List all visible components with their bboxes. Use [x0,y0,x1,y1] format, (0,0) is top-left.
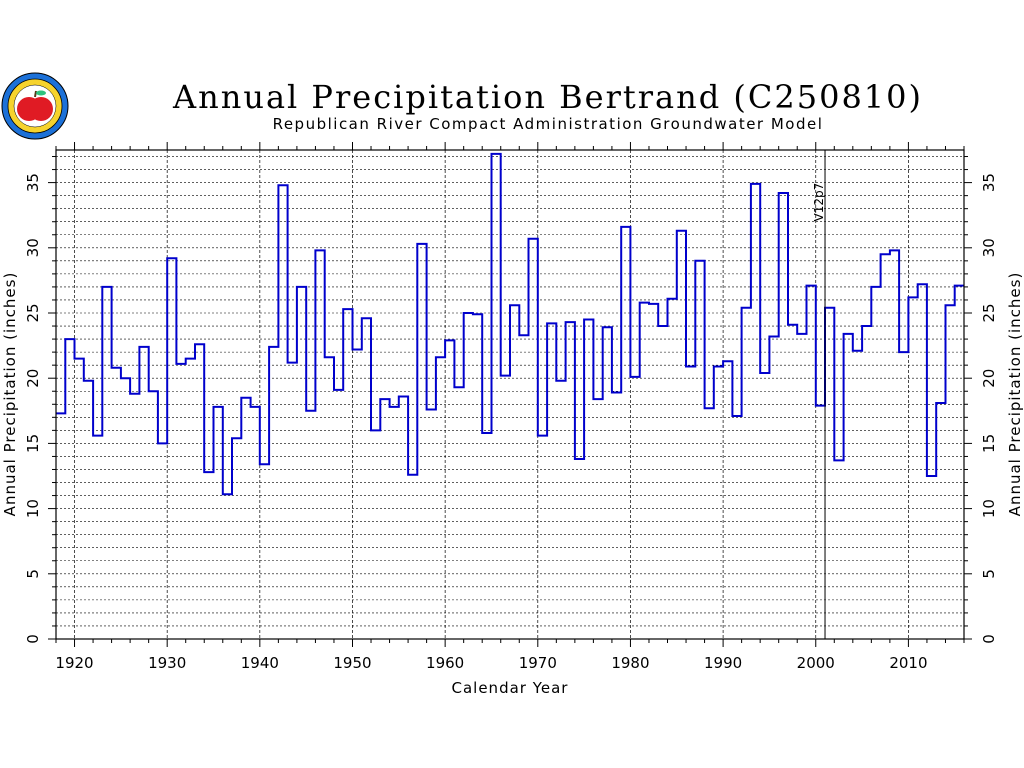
x-tick-label: 1980 [611,654,649,672]
x-tick-label: 2000 [797,654,835,672]
y-tick-label-left: 20 [24,369,42,388]
grid [56,150,964,639]
y-tick-label-left: 0 [24,634,42,644]
y-tick-label-right: 10 [980,499,998,518]
y-axis-label-left: Annual Precipitation (inches) [1,272,19,517]
annotation-label: V12p7 [812,183,826,222]
y-axis: 0 0 5 5 10 10 15 15 20 20 25 25 30 30 35 35 [24,156,998,644]
rrca-seal-logo [1,72,69,140]
y-tick-label-right: 25 [980,303,998,322]
x-tick-label: 1960 [426,654,464,672]
x-tick-label: 1930 [148,654,186,672]
x-tick-label: 1990 [704,654,742,672]
y-tick-label-left: 35 [24,173,42,192]
x-tick-label: 1940 [241,654,279,672]
y-tick-label-left: 15 [24,434,42,453]
y-axis-label-right: Annual Precipitation (inches) [1006,272,1024,517]
series-group [56,152,964,496]
chart-subtitle: Republican River Compact Administration … [273,115,824,133]
y-tick-label-right: 30 [980,238,998,257]
precipitation-step-line [56,152,964,496]
x-axis-label: Calendar Year [452,679,569,697]
y-tick-label-right: 15 [980,434,998,453]
y-tick-label-left: 10 [24,499,42,518]
y-tick-label-left: 25 [24,303,42,322]
chart-title: Annual Precipitation Bertrand (C250810) [172,78,923,116]
plot-frame [55,149,965,640]
y-tick-label-right: 5 [980,569,998,579]
y-tick-label-right: 20 [980,369,998,388]
apple-icon [17,90,53,121]
x-tick-label: 1950 [333,654,371,672]
x-tick-label: 1970 [519,654,557,672]
x-tick-label: 2010 [889,654,927,672]
y-tick-label-right: 35 [980,173,998,192]
y-tick-label-right: 0 [980,634,998,644]
version-annotation: V12p7 [812,150,826,639]
y-tick-label-left: 5 [24,569,42,579]
x-tick-label: 1920 [55,654,93,672]
x-axis: 1920 1930 1940 1950 1960 1970 1980 1990 2000 2010 [55,142,965,672]
y-tick-label-left: 30 [24,238,42,257]
